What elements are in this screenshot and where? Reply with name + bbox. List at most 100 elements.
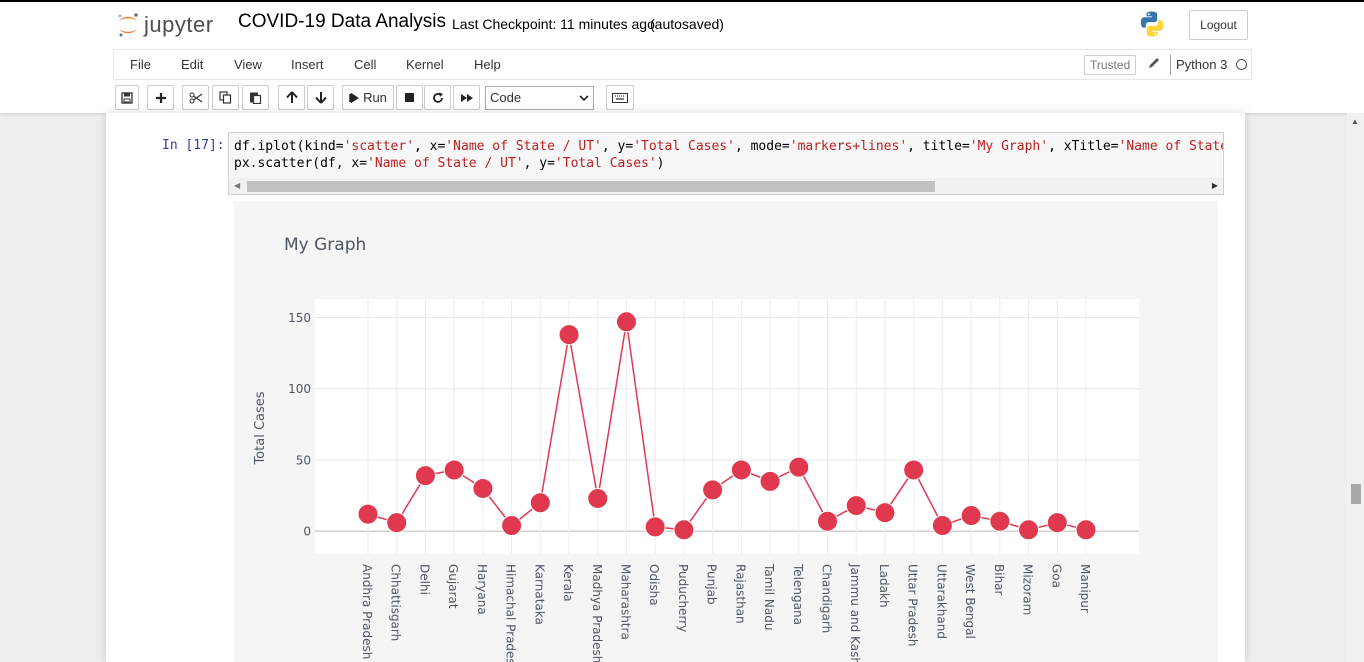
step-forward-icon [349, 92, 359, 103]
x-tick-label: Jammu and Kashmir [848, 563, 862, 662]
jupyter-logo[interactable]: jupyter [116, 10, 214, 40]
menu-help[interactable]: Help [474, 57, 501, 72]
x-tick-label: Puducherry [676, 564, 690, 632]
save-button[interactable] [115, 85, 139, 110]
code-string-token: 'Total Cases' [554, 156, 657, 171]
code-token: , mode= [734, 139, 790, 154]
chart-title: My Graph [284, 235, 366, 255]
scroll-left-icon[interactable]: ◀ [234, 181, 241, 190]
code-cell[interactable]: df.iplot(kind='scatter', x='Name of Stat… [228, 132, 1224, 195]
data-point[interactable] [414, 465, 436, 487]
x-tick-label: Madhya Pradesh [590, 564, 604, 662]
code-token: , x= [414, 139, 446, 154]
code-token: , title= [907, 139, 970, 154]
x-tick-label: Punjab [705, 564, 719, 605]
x-tick-label: Himachal Pradesh [504, 564, 518, 662]
cut-button[interactable] [182, 85, 209, 110]
data-point[interactable] [673, 519, 695, 541]
scroll-right-icon[interactable]: ▶ [1211, 181, 1218, 190]
fast-forward-icon [460, 93, 473, 102]
insert-cell-button[interactable] [147, 85, 174, 110]
x-tick-label: Gujarat [446, 564, 460, 609]
code-token: px.scatter(df, x= [234, 156, 368, 171]
menu-cell[interactable]: Cell [354, 57, 377, 72]
series-markers [357, 311, 1097, 541]
scatter-chart[interactable]: My Graph Total Cases 0 50 100 150 Andhra Pr… [234, 201, 1218, 662]
x-tick-label: Andhra Pradesh [360, 564, 374, 659]
copy-icon [219, 91, 232, 104]
data-point[interactable] [960, 505, 982, 527]
code-line-1[interactable]: df.iplot(kind='scatter', x='Name of Stat… [234, 139, 1223, 154]
python-logo-icon [1140, 11, 1164, 37]
data-point[interactable] [443, 459, 465, 481]
plot-area[interactable] [315, 299, 1139, 554]
restart-run-all-button[interactable] [453, 85, 480, 110]
data-point[interactable] [1075, 519, 1097, 541]
chevron-down-icon [579, 95, 589, 102]
data-point[interactable] [1018, 519, 1040, 541]
notebook-title[interactable]: COVID-19 Data Analysis [238, 11, 447, 32]
paste-button[interactable] [242, 85, 269, 110]
notebook-toolbar: Run Code [113, 84, 713, 112]
restart-button[interactable] [424, 85, 451, 110]
data-point[interactable] [386, 512, 408, 534]
move-up-button[interactable] [278, 85, 305, 110]
code-string-token: 'Total Cases' [633, 139, 735, 154]
scroll-up-icon[interactable]: ▲ [1351, 117, 1359, 126]
cell-type-select[interactable]: Code [485, 86, 594, 110]
data-point[interactable] [472, 477, 494, 499]
interrupt-button[interactable] [396, 85, 423, 110]
data-point[interactable] [874, 502, 896, 524]
code-scroll-thumb[interactable] [247, 181, 935, 192]
data-point[interactable] [759, 470, 781, 492]
run-button[interactable]: Run [342, 85, 394, 110]
save-icon [121, 91, 133, 104]
menu-edit[interactable]: Edit [181, 57, 204, 72]
scissors-icon [189, 92, 202, 103]
menu-view[interactable]: View [234, 57, 262, 72]
x-tick-label: Odisha [647, 564, 661, 606]
code-token: ) [656, 156, 665, 171]
data-point[interactable] [788, 456, 810, 478]
cell-output: My Graph Total Cases 0 50 100 150 Andhra Pr… [234, 201, 1218, 662]
page-vertical-scrollbar[interactable]: ▲ [1347, 113, 1364, 662]
command-palette-button[interactable] [606, 85, 634, 110]
menu-file[interactable]: File [130, 57, 151, 72]
code-line-2[interactable]: px.scatter(df, x='Name of State / UT', y… [234, 156, 665, 171]
pencil-icon[interactable] [1146, 56, 1162, 72]
cell-type-value: Code [490, 90, 522, 105]
y-tick-labels: 0 50 100 150 [288, 311, 311, 539]
data-point[interactable] [529, 492, 551, 514]
copy-button[interactable] [212, 85, 239, 110]
trusted-badge[interactable]: Trusted [1084, 55, 1137, 75]
page-scroll-thumb[interactable] [1351, 484, 1361, 504]
menu-insert[interactable]: Insert [291, 57, 324, 72]
data-point[interactable] [903, 459, 925, 481]
menu-bar: File Edit View Insert Cell Kernel Help T… [113, 49, 1252, 80]
jupyter-logo-icon [118, 13, 138, 37]
data-point[interactable] [357, 503, 379, 525]
data-point[interactable] [730, 459, 752, 481]
x-tick-label: Delhi [417, 564, 431, 595]
logout-button[interactable]: Logout [1189, 10, 1248, 40]
data-point[interactable] [501, 515, 523, 537]
arrow-down-icon [314, 92, 327, 104]
data-point[interactable] [1046, 512, 1068, 534]
data-point[interactable] [931, 515, 953, 537]
data-point[interactable] [615, 311, 637, 333]
menu-kernel[interactable]: Kernel [406, 57, 444, 72]
data-point[interactable] [558, 324, 580, 346]
data-point[interactable] [644, 516, 666, 538]
move-down-button[interactable] [307, 85, 334, 110]
data-point[interactable] [817, 510, 839, 532]
code-horizontal-scrollbar[interactable]: ◀ ▶ [229, 178, 1223, 194]
y-tick-label: 150 [288, 311, 311, 325]
x-tick-label: West Bengal [963, 564, 977, 639]
kernel-name[interactable]: Python 3 [1176, 57, 1228, 72]
data-point[interactable] [845, 495, 867, 517]
data-point[interactable] [587, 487, 609, 509]
autosave-status: (autosaved) [650, 16, 724, 32]
x-tick-label: Bihar [992, 564, 1006, 596]
data-point[interactable] [702, 479, 724, 501]
data-point[interactable] [989, 510, 1011, 532]
